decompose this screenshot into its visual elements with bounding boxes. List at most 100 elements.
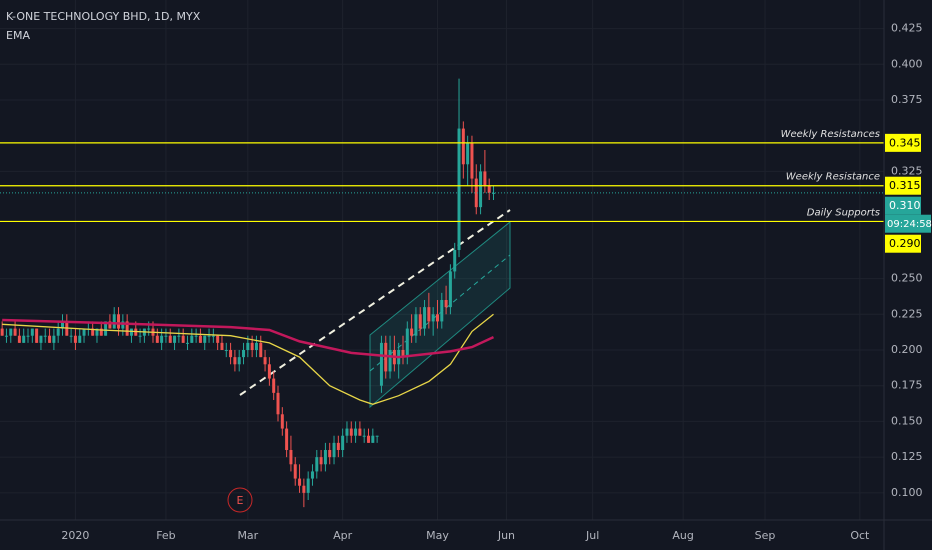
earnings-marker: E [237,494,244,507]
candle-body [250,342,254,350]
candle-body [9,328,13,336]
y-tick-label: 0.125 [891,450,923,463]
candle-body [30,328,34,336]
candle-body [479,171,483,208]
candle-body [358,428,362,436]
x-tick-label: Jun [497,529,515,542]
candle-body [440,300,444,322]
level-text: Daily Supports [807,207,880,218]
candle-body [259,342,263,358]
candle-body [254,342,258,350]
candle-body [211,335,215,337]
candle-body [405,328,409,358]
candle-body [108,321,112,329]
candle-body [17,335,21,343]
candle-body [453,250,457,272]
candle-body [302,485,306,493]
candle-body [91,328,95,336]
candle-body [198,335,202,343]
candle-body [246,342,250,350]
candle-body [349,428,353,436]
candle-body [147,328,151,330]
y-tick-label: 0.250 [891,272,923,285]
candle-body [129,328,133,336]
candle-body [276,392,280,415]
candle-body [341,435,345,450]
candle-body [423,307,427,329]
x-tick-label: May [426,529,449,542]
candle-body [237,357,241,365]
price-tag [885,133,921,152]
y-tick-label: 0.150 [891,414,923,427]
candle-body [332,442,336,458]
x-tick-label: Mar [237,529,258,542]
candle-body [177,335,181,337]
candle-body [272,378,276,393]
candle-body [168,335,172,343]
level-text: Weekly Resistances [781,129,880,140]
candle-body [121,321,125,329]
candle-body [13,328,17,336]
candle-body [39,335,43,343]
candle-body [427,307,431,322]
candle-body [104,321,108,336]
candle-body [323,450,327,465]
candle-body [125,321,129,336]
y-tick-label: 0.225 [891,307,923,320]
trend-line [239,209,511,396]
candle-body [229,350,233,358]
candle-body [367,435,371,443]
candle-body [293,464,297,479]
x-tick-label: Aug [672,529,693,542]
candle-body [0,328,4,336]
candle-body [267,364,271,379]
candle-body [310,471,314,479]
candle-body [26,335,30,337]
candle-body [285,428,289,450]
countdown: 09:24:58 [887,219,932,230]
y-tick-label: 0.200 [891,343,923,356]
candle-body [483,171,487,186]
chart-title: K-ONE TECHNOLOGY BHD, 1D, MYX [6,10,201,23]
candle-body [306,478,310,493]
candle-body [117,314,121,329]
candle-body [263,357,267,365]
candle-body [414,314,418,336]
candle-body [315,457,319,472]
candle-body [379,342,383,386]
candle-body [95,328,99,336]
candle-body [216,335,220,343]
candle-body [56,328,60,336]
axes: 0.425 0.400 0.375 0.325 0.250 0.225 0.200 0.175… [61,22,931,542]
candle-body [371,435,375,443]
x-tick-label: Jul [585,529,599,542]
candle-body [470,142,474,179]
candle-body [220,342,224,350]
y-tick-label: 0.375 [891,93,923,106]
candle-body [319,457,323,465]
candle-body [203,335,207,343]
ema-line [2,318,495,359]
grid [0,0,884,520]
candle-body [280,414,284,429]
candle-body [190,335,194,343]
ema-line [2,313,494,405]
candle-body [466,142,470,165]
candle-body [401,350,405,358]
plot: Weekly Resistances Weekly Resistance Daily… [0,78,884,508]
candle-body [43,335,47,337]
candle-body [52,335,56,343]
y-tick-label: 0.400 [891,57,923,70]
y-tick-label: 0.425 [891,22,923,35]
candle-body [99,328,103,336]
candle-body [73,335,77,343]
x-tick-label: Oct [850,529,870,542]
candle-body [181,335,185,343]
candle-body [388,350,392,372]
candle-body [160,335,164,343]
candle-body [4,335,8,337]
candle-body [60,321,64,329]
candle-body [224,350,228,351]
